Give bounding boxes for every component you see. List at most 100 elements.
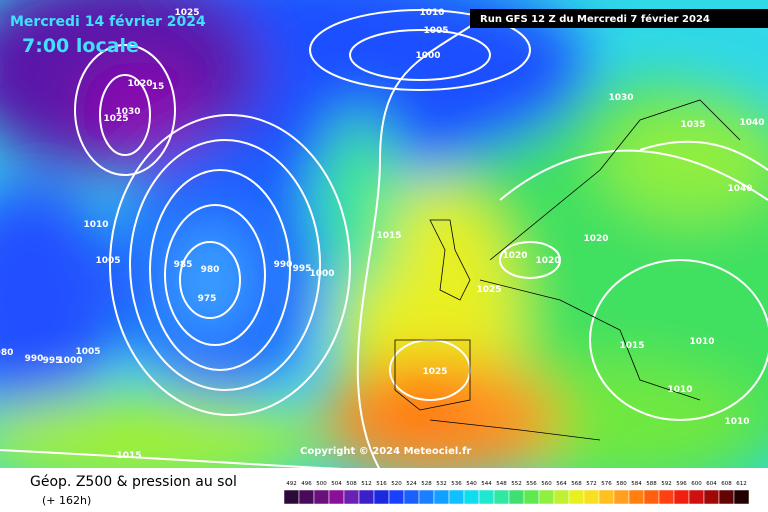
isobar-label: 990 [25, 354, 44, 364]
colorbar-label: 520 [391, 481, 402, 487]
colorbar-swatch [403, 489, 420, 505]
colorbar-swatch [523, 489, 540, 505]
isobar-label: 1005 [95, 256, 120, 266]
time: 7:00 locale [22, 35, 139, 57]
colorbar-swatch [298, 489, 315, 505]
colorbar-swatch [598, 489, 615, 505]
colorbar-swatch [703, 489, 720, 505]
isobar-label: 1010 [689, 337, 714, 347]
isobar-label: 1010 [83, 220, 108, 230]
footer-title: Géop. Z500 & pression au sol [30, 474, 237, 490]
isobar-label: 15 [152, 82, 165, 92]
copyright: Copyright © 2024 Meteociel.fr [300, 446, 471, 457]
colorbar-swatch [673, 489, 690, 505]
colorbar-label: 524 [406, 481, 417, 487]
colorbar-label: 568 [571, 481, 582, 487]
colorbar-swatch [313, 489, 330, 505]
isobar-label: 980 [0, 348, 13, 358]
isobar-label: 1025 [103, 114, 128, 124]
isobar-label: 1020 [127, 79, 152, 89]
isobar-label: 1010 [419, 8, 444, 18]
colorbar-swatch [613, 489, 630, 505]
colorbar-label: 536 [451, 481, 462, 487]
colorbar-swatch [493, 489, 510, 505]
coastlines [394, 99, 741, 441]
colorbar-swatch [628, 489, 645, 505]
colorbar-swatch [538, 489, 555, 505]
colorbar-label: 500 [316, 481, 327, 487]
colorbar-label: 516 [376, 481, 387, 487]
isobar-label: 1005 [423, 26, 448, 36]
isobar-label: 1025 [476, 285, 501, 295]
colorbar-label: 592 [661, 481, 672, 487]
colorbar-swatch [478, 489, 495, 505]
footer-lead: (+ 162h) [42, 494, 91, 507]
colorbar-label: 552 [511, 481, 522, 487]
colorbar-label: 564 [556, 481, 567, 487]
colorbar: 492 496 500 504 508 512 516 520 524 528 532 536 540 5… [283, 481, 750, 505]
isobar-label: 985 [174, 260, 193, 270]
isobar-label: 1020 [535, 256, 560, 266]
colorbar-label: 512 [361, 481, 372, 487]
colorbar-label: 556 [526, 481, 537, 487]
colorbar-swatch [343, 489, 360, 505]
isobar-label: 1040 [739, 118, 764, 128]
run: Run GFS 12 Z du Mercredi 7 février 2024 [480, 13, 710, 25]
isobar-label: 1005 [75, 347, 100, 357]
colorbar-label: 608 [721, 481, 732, 487]
colorbar-swatch [688, 489, 705, 505]
isobars [0, 9, 768, 468]
colorbar-swatch [658, 489, 675, 505]
date: Mercredi 14 février 2024 [10, 14, 206, 30]
isobar-label: 1020 [502, 251, 527, 261]
colorbar-label: 496 [301, 481, 312, 487]
isobar-label: 1015 [376, 231, 401, 241]
colorbar-label: 560 [541, 481, 552, 487]
isobar-label: 1015 [619, 341, 644, 351]
colorbar-label: 492 [286, 481, 297, 487]
colorbar-label: 596 [676, 481, 687, 487]
colorbar-label: 548 [496, 481, 507, 487]
colorbar-label: 540 [466, 481, 477, 487]
colorbar-label: 532 [436, 481, 447, 487]
isobar-label: 1010 [667, 385, 692, 395]
isobar-label: 1030 [115, 107, 140, 117]
colorbar-swatch [508, 489, 525, 505]
colorbar-swatch [583, 489, 600, 505]
colorbar-swatch [283, 489, 300, 505]
colorbar-label: 612 [736, 481, 747, 487]
colorbar-label: 508 [346, 481, 357, 487]
field [0, 0, 768, 468]
colorbar-swatch [733, 489, 750, 505]
run-box [470, 9, 768, 28]
colorbar-label: 584 [631, 481, 642, 487]
colorbar-swatch [358, 489, 375, 505]
colorbar-swatch [718, 489, 735, 505]
colorbar-label: 576 [601, 481, 612, 487]
colorbar-label: 604 [706, 481, 717, 487]
isobar-label: 980 [201, 265, 220, 275]
isobar-label: 1000 [57, 356, 82, 366]
colorbar-swatch [433, 489, 450, 505]
isobar-label: 995 [43, 356, 62, 366]
colorbar-swatch [388, 489, 405, 505]
isobar-label: 1010 [724, 417, 749, 427]
isobar-label: 990 [274, 260, 293, 270]
isobar-label: 1000 [415, 51, 440, 61]
isobar-label: 1020 [583, 234, 608, 244]
colorbar-swatch [418, 489, 435, 505]
isobar-label: 1025 [174, 8, 199, 18]
colorbar-swatch [463, 489, 480, 505]
isobar-label: 1030 [608, 93, 633, 103]
colorbar-swatch [568, 489, 585, 505]
colorbar-label: 504 [331, 481, 342, 487]
colorbar-label: 544 [481, 481, 492, 487]
isobar-label: 1035 [680, 120, 705, 130]
isobar-label: 1040 [727, 184, 752, 194]
isobar-label: 1015 [116, 451, 141, 461]
colorbar-swatch [553, 489, 570, 505]
colorbar-label: 588 [646, 481, 657, 487]
